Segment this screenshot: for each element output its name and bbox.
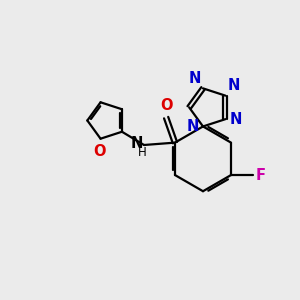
Text: N: N: [186, 119, 199, 134]
Text: N: N: [228, 78, 240, 93]
Text: O: O: [160, 98, 172, 113]
Text: N: N: [188, 71, 201, 86]
Text: O: O: [93, 144, 105, 159]
Text: N: N: [130, 136, 142, 151]
Text: H: H: [138, 146, 147, 159]
Text: F: F: [256, 167, 266, 182]
Text: N: N: [230, 112, 242, 127]
